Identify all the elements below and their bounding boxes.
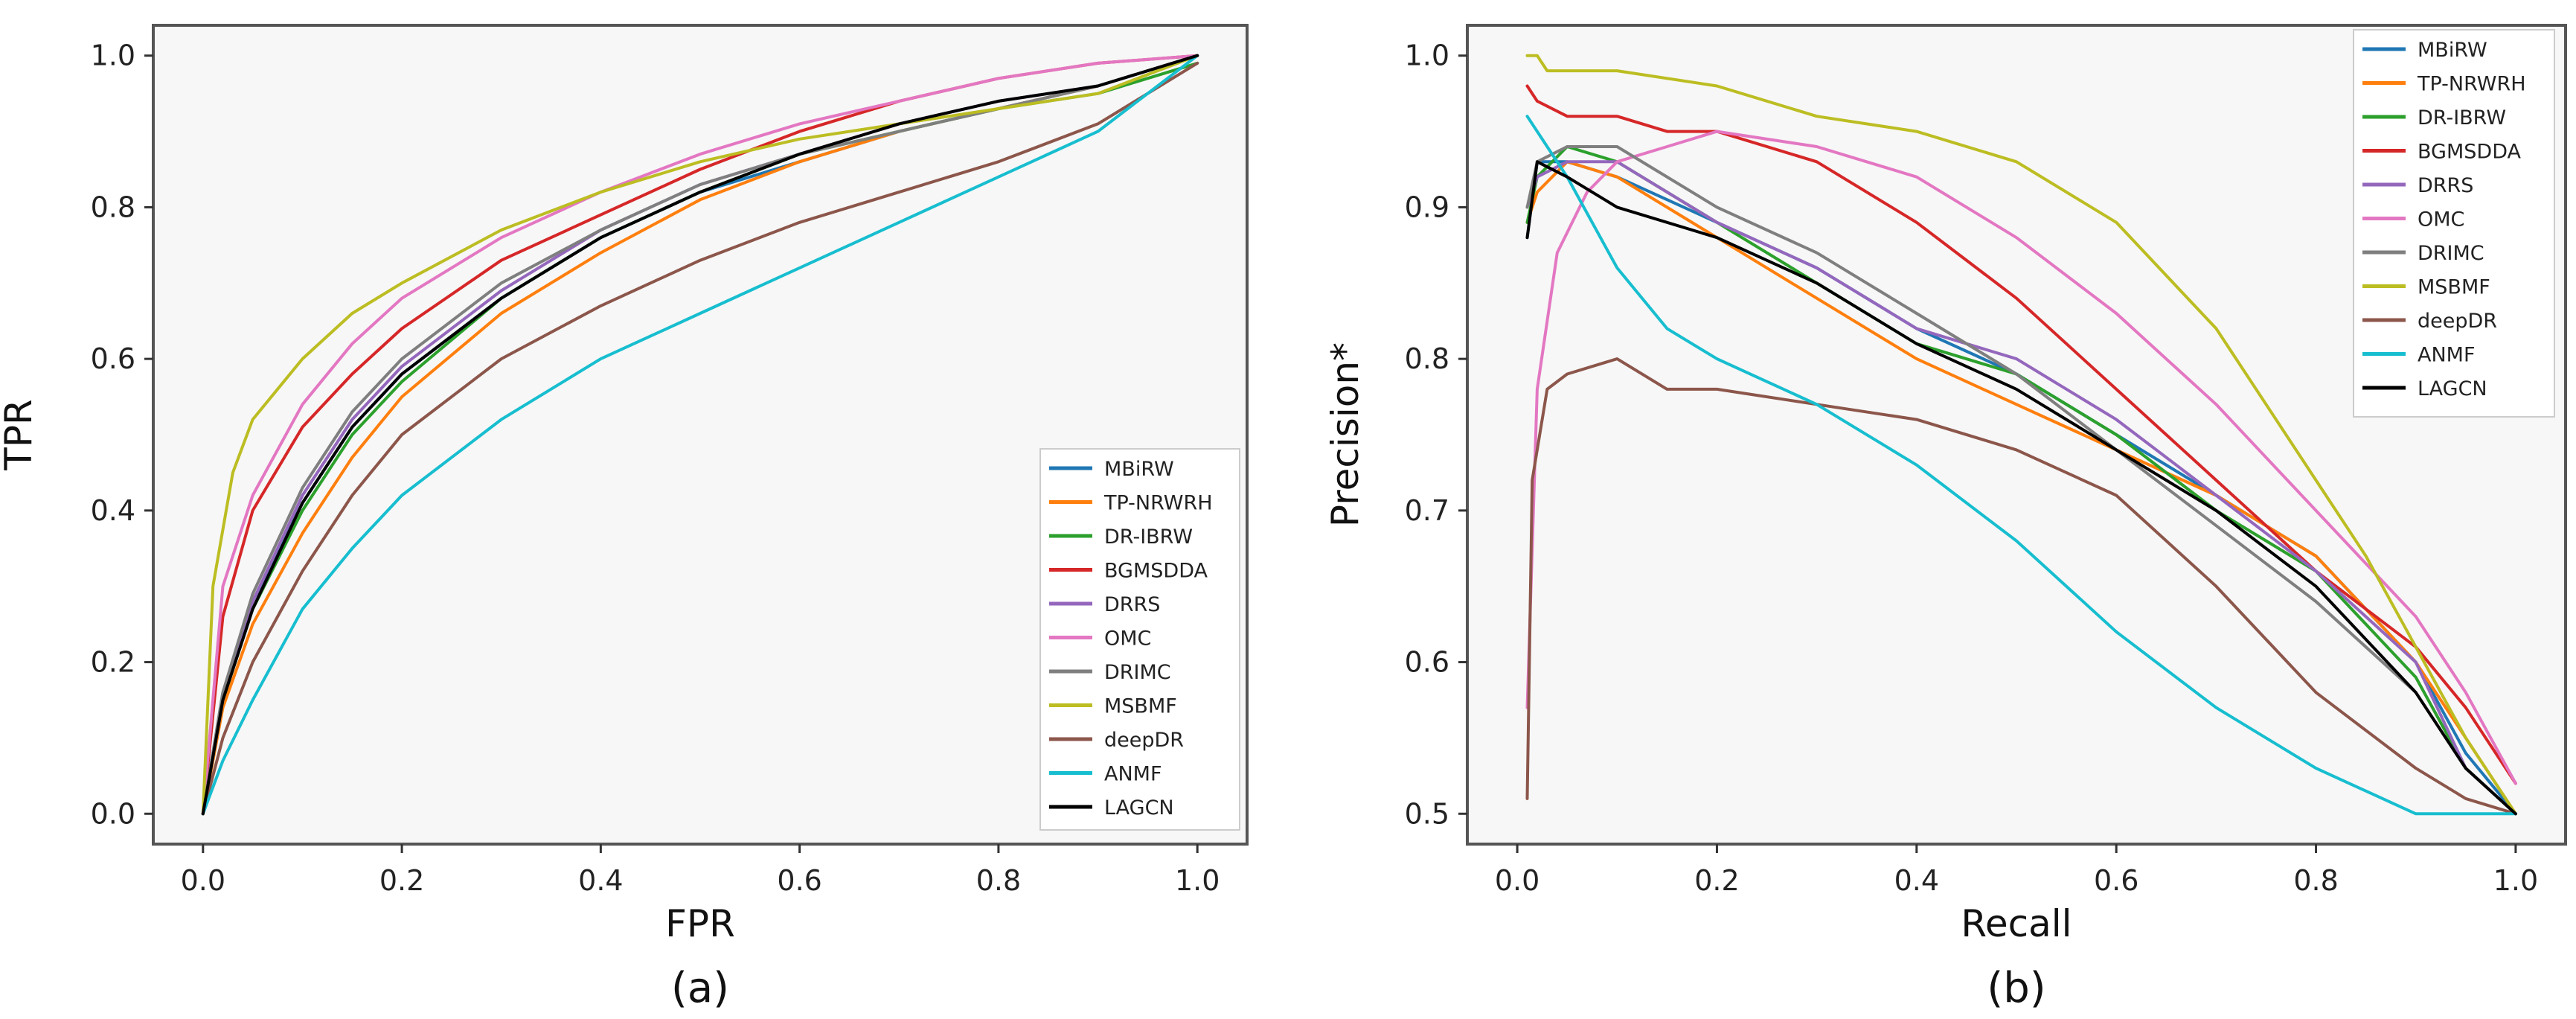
series-line-msbmf [1525, 54, 2517, 816]
legend-label: DR-IBRW [2418, 106, 2506, 130]
x-tick-label: 0.8 [976, 864, 1021, 897]
series-line-omc [201, 54, 1199, 816]
series-line-deepdr [201, 61, 1199, 816]
y-tick-label: 0.8 [1405, 342, 1449, 375]
roc-chart-panel: 0.0 0.2 0.4 0.6 0.8 1.0 0.0 0.2 0.4 0.6 0.8 1.0 FPR T… [0, 24, 1249, 1012]
series-line-anmf [201, 54, 1199, 816]
legend-label: TP-NRWRH [2417, 73, 2526, 96]
legend-label: ANMF [1104, 763, 1162, 786]
legend-label: DRIMC [1104, 661, 1171, 684]
series-line-msbmf [201, 54, 1199, 816]
legend-label: MSBMF [2418, 276, 2490, 299]
x-tick-label: 0.0 [1495, 864, 1539, 897]
legend-label: OMC [2418, 208, 2464, 231]
series-line-dr-ibrw [1525, 145, 2517, 816]
x-tick-label: 0.8 [2293, 864, 2338, 897]
legend-label: DRIMC [2418, 242, 2484, 265]
legend-label: DRRS [2418, 174, 2473, 197]
legend-label: TP-NRWRH [1103, 492, 1213, 515]
legend-label: MSBMF [1104, 695, 1177, 718]
y-axis-label: TPR [0, 399, 40, 470]
series-line-drimc [1525, 145, 2517, 816]
y-tick-label: 1.0 [91, 39, 135, 72]
legend-label: LAGCN [2418, 377, 2487, 400]
y-tick-label: 0.8 [91, 191, 135, 223]
y-axis-label: Precision* [1324, 342, 1367, 527]
y-tick-label: 1.0 [1405, 39, 1449, 72]
series-line-lagcn [1525, 160, 2517, 816]
legend-label: BGMSDDA [1104, 560, 1208, 583]
y-tick-label: 0.7 [1405, 494, 1449, 527]
series-line-lagcn [201, 54, 1199, 816]
legend-label: DR-IBRW [1104, 526, 1193, 549]
legend-label: ANMF [2418, 344, 2476, 367]
series-line-deepdr [1525, 357, 2517, 816]
x-tick-label: 0.2 [379, 864, 424, 897]
legend-label: deepDR [2418, 310, 2497, 333]
legend-label: DRRS [1104, 593, 1160, 616]
series-line-omc [1525, 130, 2517, 785]
legend-label: MBiRW [2418, 39, 2487, 62]
x-tick-label: 0.4 [1894, 864, 1939, 897]
x-tick-label: 0.4 [578, 864, 623, 897]
y-tick-label: 0.6 [91, 342, 135, 375]
panel-label: (a) [671, 964, 729, 1012]
x-axis-label: FPR [665, 902, 735, 945]
y-tick-label: 0.5 [1405, 797, 1449, 830]
x-tick-label: 0.6 [777, 864, 821, 897]
x-axis-label: Recall [1961, 902, 2072, 945]
x-tick-label: 0.2 [1694, 864, 1739, 897]
legend-label: BGMSDDA [2418, 141, 2522, 164]
x-tick-label: 1.0 [1175, 864, 1220, 897]
legend-label: LAGCN [1104, 796, 1174, 820]
precision-recall-chart-panel: 0.0 0.2 0.4 0.6 0.8 1.0 0.5 0.6 0.7 0.8 0.9 1.0 Reca… [1324, 24, 2567, 1012]
legend-label: OMC [1104, 627, 1151, 651]
y-tick-label: 0.6 [1405, 646, 1449, 679]
y-tick-label: 0.9 [1405, 191, 1449, 223]
x-tick-label: 0.0 [181, 864, 225, 897]
x-tick-label: 1.0 [2493, 864, 2538, 897]
panel-label: (b) [1987, 964, 2045, 1012]
legend-label: MBiRW [1104, 458, 1174, 481]
legend [1039, 448, 1240, 831]
legend-label: deepDR [1104, 729, 1184, 752]
x-tick-label: 0.6 [2094, 864, 2138, 897]
y-tick-label: 0.4 [91, 494, 135, 527]
y-tick-label: 0.0 [91, 797, 135, 830]
series-line-bgmsdda [1525, 84, 2517, 785]
series-line-tp-nrwrh [1525, 160, 2517, 816]
series-line-anmf [1525, 115, 2517, 816]
y-tick-label: 0.2 [91, 646, 135, 679]
